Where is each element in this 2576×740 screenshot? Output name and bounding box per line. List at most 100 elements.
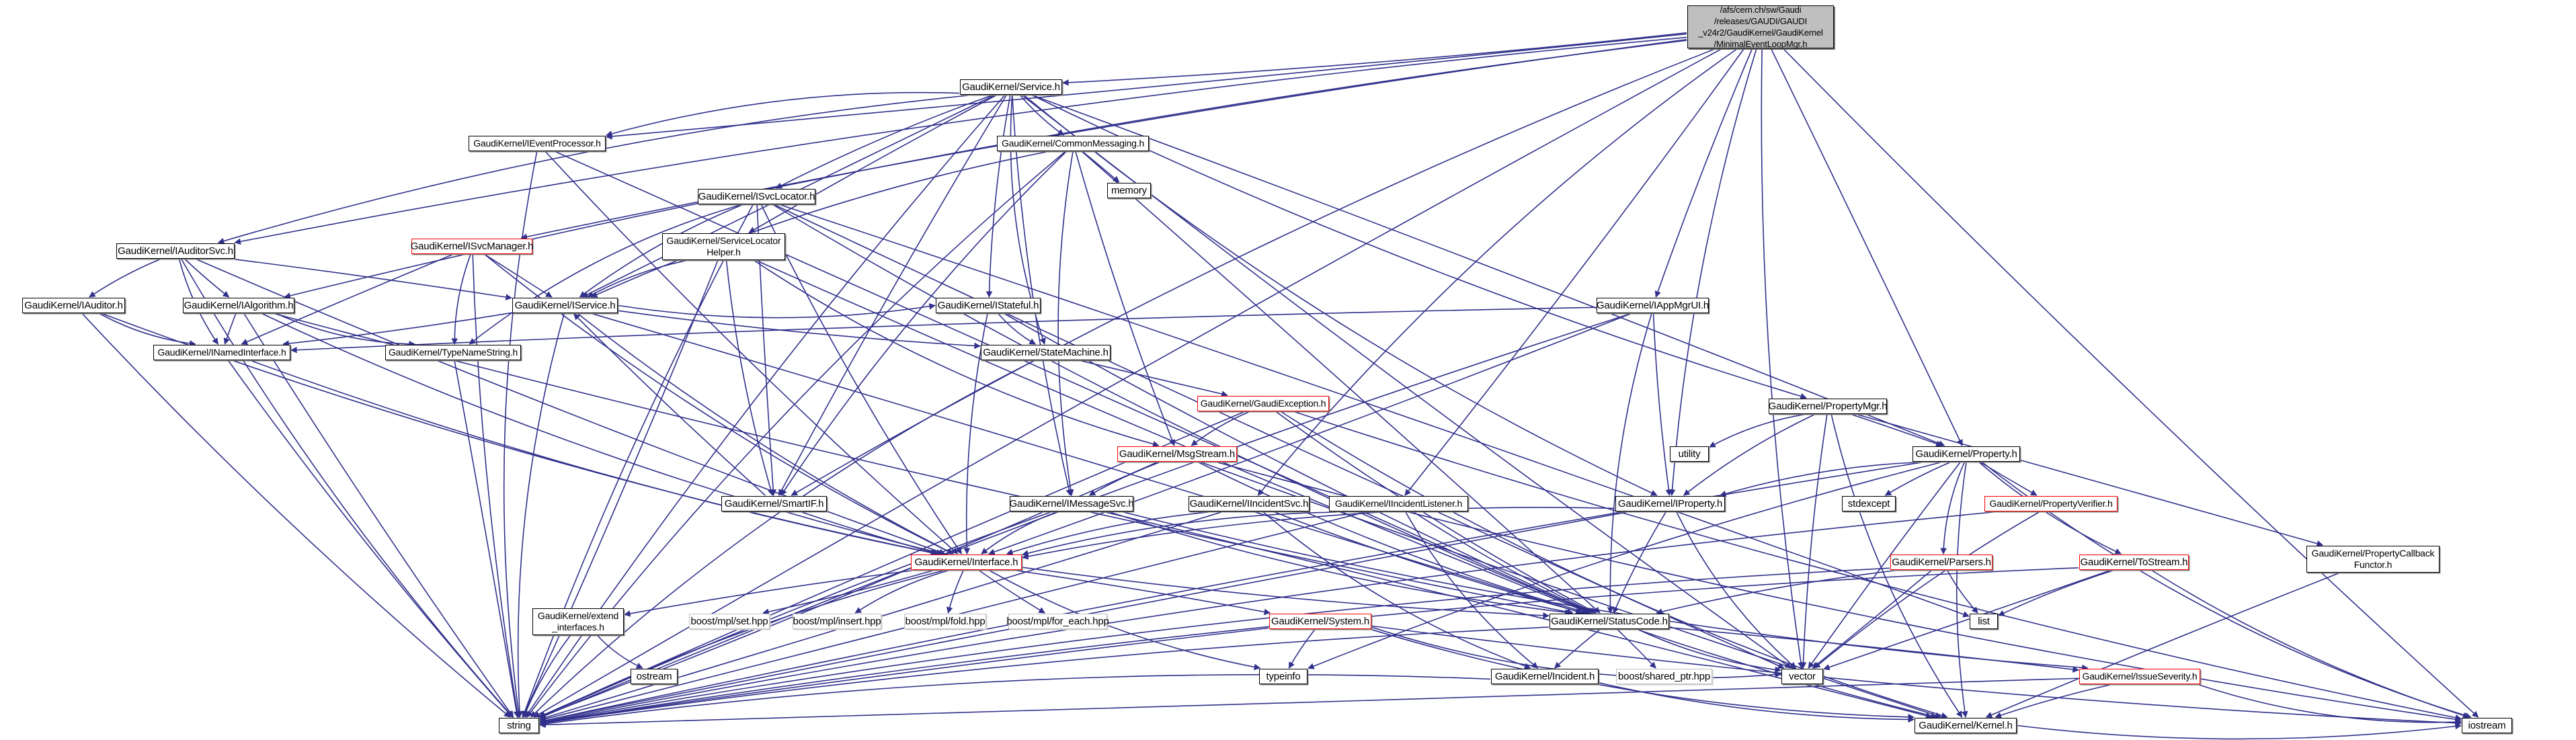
graph-edge <box>539 570 944 718</box>
graph-node-mpl_insert[interactable]: boost/mpl/insert.hpp <box>793 614 881 629</box>
graph-node-root[interactable]: /afs/cern.ch/sw/Gaudi /releases/GAUDI/GA… <box>1687 5 1834 49</box>
graph-node-mpl_for_each[interactable]: boost/mpl/for_each.hpp <box>1006 614 1109 629</box>
graph-node-IAppMgrUI[interactable]: GaudiKernel/IAppMgrUI.h <box>1597 298 1709 313</box>
graph-node-memory[interactable]: memory <box>1107 183 1151 198</box>
graph-edge <box>1082 151 1120 183</box>
graph-edge <box>1669 627 2079 673</box>
graph-edge <box>485 254 553 298</box>
graph-edge <box>228 360 513 718</box>
graph-edge <box>1617 629 1656 669</box>
graph-node-typeinfo[interactable]: typeinfo <box>1259 669 1307 684</box>
graph-edge <box>775 95 992 189</box>
graph-edge <box>1980 462 2038 496</box>
graph-node-ToStream[interactable]: GaudiKernel/ToStream.h <box>2079 554 2189 570</box>
graph-edge <box>522 635 571 718</box>
graph-node-IMessageSvc[interactable]: GaudiKernel/IMessageSvc.h <box>1009 496 1134 511</box>
graph-edge <box>624 570 912 617</box>
graph-node-stdexcept[interactable]: stdexcept <box>1842 496 1896 511</box>
graph-node-vector[interactable]: vector <box>1781 669 1823 684</box>
graph-node-System[interactable]: GaudiKernel/System.h <box>1269 614 1371 629</box>
graph-node-IIncidentSvc[interactable]: GaudiKernel/IIncidentSvc.h <box>1189 496 1310 511</box>
graph-node-StatusCode[interactable]: GaudiKernel/StatusCode.h <box>1549 614 1669 629</box>
graph-edge <box>262 313 944 556</box>
graph-node-Service[interactable]: GaudiKernel/Service.h <box>960 79 1062 95</box>
graph-node-IEventProcessor[interactable]: GaudiKernel/IEventProcessor.h <box>469 136 606 151</box>
graph-edge <box>1404 48 1744 496</box>
graph-edge <box>1554 629 1600 669</box>
graph-node-Parsers[interactable]: GaudiKernel/Parsers.h <box>1890 554 1993 570</box>
graph-node-IAuditorSvc[interactable]: GaudiKernel/IAuditorSvc.h <box>116 243 235 259</box>
graph-node-MsgStream[interactable]: GaudiKernel/MsgStream.h <box>1117 446 1237 462</box>
graph-edge <box>762 570 933 615</box>
graph-edge <box>1022 567 1549 619</box>
graph-node-PropertyCallbackFunctor[interactable]: GaudiKernel/PropertyCallback Functor.h <box>2306 546 2440 573</box>
graph-node-Incident[interactable]: GaudiKernel/Incident.h <box>1491 669 1599 684</box>
graph-node-GaudiException[interactable]: GaudiKernel/GaudiException.h <box>1197 396 1329 411</box>
graph-edge <box>89 259 160 298</box>
graph-node-SmartIF[interactable]: GaudiKernel/SmartIF.h <box>721 496 827 511</box>
graph-node-mpl_set[interactable]: boost/mpl/set.hpp <box>689 614 770 629</box>
graph-node-INamedInterface[interactable]: GaudiKernel/INamedInterface.h <box>153 345 290 360</box>
graph-edge <box>1022 511 1337 557</box>
graph-edge <box>1012 95 1072 496</box>
graph-edge <box>854 570 949 614</box>
graph-node-mpl_fold[interactable]: boost/mpl/fold.hpp <box>904 614 986 629</box>
graph-edge <box>1262 511 1531 669</box>
graph-node-extend_interfaces[interactable]: GaudiKernel/extend _interfaces.h <box>532 608 624 635</box>
graph-edge <box>451 254 471 345</box>
graph-node-IStateful[interactable]: GaudiKernel/IStateful.h <box>936 298 1041 313</box>
graph-edge <box>1413 511 1595 614</box>
graph-edge <box>1295 411 2462 721</box>
graph-node-ISvcManager[interactable]: GaudiKernel/ISvcManager.h <box>411 239 534 254</box>
graph-edge <box>1812 570 1932 669</box>
graph-node-IAlgorithm[interactable]: GaudiKernel/IAlgorithm.h <box>183 298 294 313</box>
graph-edge <box>1654 48 1753 298</box>
graph-node-StateMachine[interactable]: GaudiKernel/StateMachine.h <box>981 345 1111 360</box>
graph-node-ISvcLocator[interactable]: GaudiKernel/ISvcLocator.h <box>698 189 815 204</box>
graph-node-shared_ptr[interactable]: boost/shared_ptr.hpp <box>1616 669 1712 684</box>
graph-node-TypeNameString[interactable]: GaudiKernel/TypeNameString.h <box>385 345 521 360</box>
graph-node-IIncidentListener[interactable]: GaudiKernel/IIncidentListener.h <box>1329 496 1468 511</box>
graph-edge <box>1057 151 1074 496</box>
graph-edge <box>606 33 1687 140</box>
graph-edge <box>573 313 766 496</box>
graph-node-IService[interactable]: GaudiKernel/IService.h <box>512 298 618 313</box>
graph-node-PropertyVerifier[interactable]: GaudiKernel/PropertyVerifier.h <box>1984 496 2118 511</box>
graph-edge <box>2152 570 2470 718</box>
graph-edge <box>469 204 741 345</box>
graph-node-utility[interactable]: utility <box>1670 446 1709 462</box>
graph-node-Property[interactable]: GaudiKernel/Property.h <box>1913 446 2020 462</box>
graph-edge <box>235 259 512 300</box>
graph-edge <box>1191 411 1249 446</box>
graph-edge <box>234 36 1687 245</box>
graph-edge <box>1105 511 1933 719</box>
graph-edge <box>82 313 511 718</box>
graph-edge <box>1709 414 1804 448</box>
graph-edge <box>985 95 1011 298</box>
graph-edge <box>454 360 520 718</box>
graph-edge <box>998 313 1037 345</box>
graph-edge <box>539 567 1890 726</box>
graph-node-PropertyMgr[interactable]: GaudiKernel/PropertyMgr.h <box>1769 399 1888 414</box>
graph-edge <box>756 260 1591 614</box>
graph-edge <box>516 313 565 718</box>
graph-edge <box>979 570 1046 614</box>
graph-node-iostream[interactable]: iostream <box>2462 718 2512 733</box>
graph-node-string[interactable]: string <box>499 718 539 733</box>
graph-edge <box>748 95 996 233</box>
graph-edge <box>522 260 719 718</box>
graph-node-list[interactable]: list <box>1970 614 1998 629</box>
graph-node-ostream[interactable]: ostream <box>631 669 678 684</box>
graph-edge <box>1281 411 1948 719</box>
graph-edge <box>791 48 1716 496</box>
graph-edge <box>801 511 940 556</box>
graph-edge <box>539 626 1549 727</box>
graph-node-Kernel[interactable]: GaudiKernel/Kernel.h <box>1915 718 2017 733</box>
graph-node-CommonMessaging[interactable]: GaudiKernel/CommonMessaging.h <box>997 136 1149 151</box>
graph-node-ServiceLocatorHelper[interactable]: GaudiKernel/ServiceLocator Helper.h <box>662 233 785 260</box>
graph-node-IAuditor[interactable]: GaudiKernel/IAuditor.h <box>22 298 125 313</box>
graph-node-IssueSeverity[interactable]: GaudiKernel/IssueSeverity.h <box>2079 669 2200 684</box>
graph-node-IProperty[interactable]: GaudiKernel/IProperty.h <box>1615 496 1725 511</box>
graph-edge <box>773 204 1593 614</box>
graph-node-Interface[interactable]: GaudiKernel/Interface.h <box>911 554 1022 570</box>
